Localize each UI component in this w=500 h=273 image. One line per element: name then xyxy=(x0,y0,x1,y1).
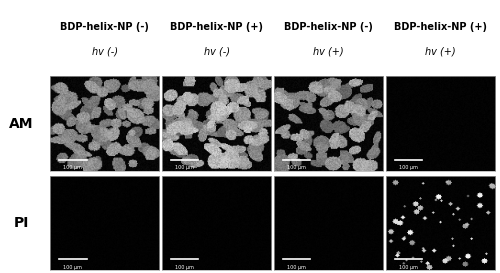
Text: BDP-helix-NP (-): BDP-helix-NP (-) xyxy=(60,22,149,32)
Text: 100 μm: 100 μm xyxy=(176,165,194,170)
Text: 100 μm: 100 μm xyxy=(399,265,418,270)
Text: hv (+): hv (+) xyxy=(425,47,456,57)
Text: 100 μm: 100 μm xyxy=(399,165,418,170)
Text: PI: PI xyxy=(14,216,28,230)
Text: AM: AM xyxy=(9,117,33,130)
Text: 100 μm: 100 μm xyxy=(287,165,306,170)
Text: BDP-helix-NP (+): BDP-helix-NP (+) xyxy=(394,22,487,32)
Text: 100 μm: 100 μm xyxy=(287,265,306,270)
Text: BDP-helix-NP (-): BDP-helix-NP (-) xyxy=(284,22,373,32)
Text: 100 μm: 100 μm xyxy=(64,165,82,170)
Text: BDP-helix-NP (+): BDP-helix-NP (+) xyxy=(170,22,263,32)
Text: 100 μm: 100 μm xyxy=(64,265,82,270)
Text: 100 μm: 100 μm xyxy=(176,265,194,270)
Text: hv (-): hv (-) xyxy=(92,47,118,57)
Text: hv (-): hv (-) xyxy=(204,47,230,57)
Text: hv (+): hv (+) xyxy=(313,47,344,57)
